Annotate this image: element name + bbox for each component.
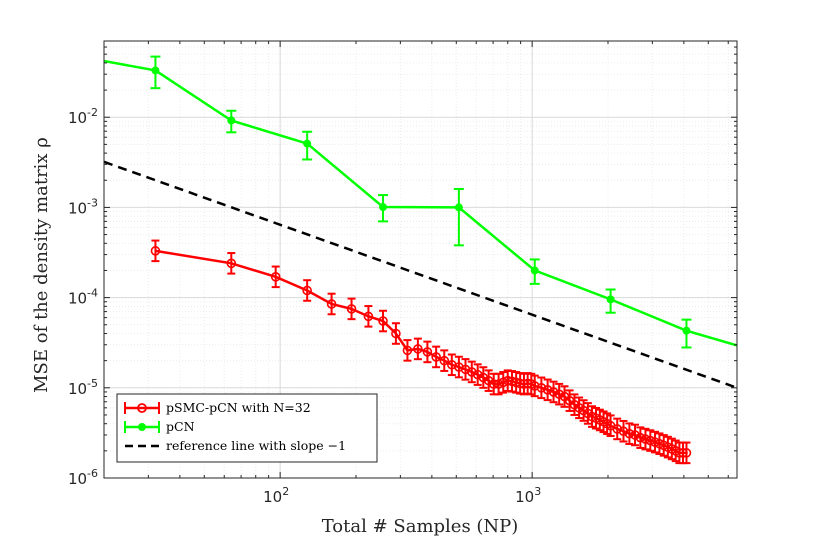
psmc-marker (150, 246, 161, 256)
pcn-line (104, 59, 737, 347)
psmc-point (478, 366, 489, 389)
x-tick-label: 102 (263, 485, 289, 506)
psmc-point (422, 340, 433, 364)
psmc-point (326, 292, 337, 316)
psmc-point (378, 309, 388, 333)
psmc-marker (635, 432, 646, 443)
pcn-marker (303, 139, 312, 148)
psmc-marker (536, 383, 547, 393)
psmc-marker (422, 347, 433, 357)
psmc-point (564, 389, 575, 412)
pcn-point (226, 109, 237, 134)
legend-box (116, 393, 378, 463)
psmc-marker (612, 424, 623, 434)
pcn-marker (454, 203, 463, 212)
pcn-marker (606, 295, 615, 304)
psmc-point (363, 305, 374, 328)
y-axis-label: MSE of the density matrix ρ (31, 137, 52, 393)
psmc-point (413, 337, 423, 361)
psmc-point (150, 239, 161, 263)
legend-entry-pcn: pCN (124, 419, 195, 434)
psmc-point (578, 399, 589, 422)
psmc-marker (460, 364, 471, 375)
series-layer (104, 55, 737, 465)
psmc-marker (472, 369, 483, 380)
psmc-marker (413, 344, 423, 354)
psmc-point (624, 422, 635, 445)
axes-box (103, 40, 738, 479)
psmc-marker (466, 367, 477, 377)
psmc-marker (270, 272, 281, 282)
psmc-marker (226, 258, 237, 269)
psmc-point (630, 423, 640, 447)
psmc-marker (618, 426, 629, 437)
pcn-point (681, 318, 692, 349)
pcn-point (378, 194, 389, 223)
psmc-point (472, 363, 483, 386)
psmc-point (554, 382, 564, 406)
psmc-marker (431, 352, 441, 362)
psmc-point (681, 441, 692, 465)
y-tick-label: 10-5 (68, 377, 98, 398)
psmc-point (402, 339, 413, 362)
legend-label-psmc: pSMC-pCN with N=32 (166, 400, 311, 415)
psmc-marker (378, 316, 388, 326)
psmc-point (635, 426, 646, 449)
psmc-marker (681, 448, 692, 458)
psmc-marker (302, 285, 312, 296)
psmc-marker (346, 304, 357, 314)
psmc-marker (391, 328, 401, 339)
pcn-point (453, 188, 464, 247)
y-tick-label: 10-6 (68, 467, 98, 488)
psmc-point (302, 279, 312, 302)
psmc-point (439, 349, 450, 372)
psmc-point (559, 385, 570, 408)
pcn-marker (530, 266, 539, 275)
psmc-point (466, 360, 477, 384)
psmc-point (612, 417, 623, 441)
psmc-point (618, 419, 629, 443)
y-tick-label: 10-2 (68, 106, 98, 127)
psmc-point (346, 297, 357, 321)
psmc-marker (554, 389, 564, 399)
psmc-point (536, 376, 547, 400)
psmc-marker (439, 355, 450, 366)
psmc-point (431, 345, 441, 369)
legend-label-pcn: pCN (166, 419, 195, 434)
psmc-point (226, 252, 237, 275)
psmc-marker (326, 299, 337, 309)
psmc-point (391, 322, 401, 345)
psmc-marker (630, 430, 640, 440)
pcn-marker (227, 116, 236, 125)
psmc-marker (548, 387, 559, 397)
y-tick-label: 10-3 (68, 196, 98, 217)
pcn-point (605, 288, 616, 314)
legend-label-reference: reference line with slope −1 (166, 438, 346, 453)
psmc-point (529, 374, 540, 398)
psmc-marker (402, 345, 413, 356)
psmc-marker (529, 381, 540, 391)
psmc-point (270, 265, 281, 289)
psmc-point (460, 358, 471, 381)
pcn-point (150, 55, 161, 90)
pcn-point (529, 258, 540, 285)
pcn-marker (682, 326, 691, 335)
pcn-marker (379, 203, 388, 212)
x-axis-label: Total # Samples (NP) (322, 516, 519, 537)
pcn-marker (151, 66, 160, 75)
legend-entry-reference: reference line with slope −1 (125, 438, 346, 453)
psmc-marker (363, 311, 374, 322)
pcn-point (302, 130, 313, 161)
axis-ticks: 102 103 10-2 10-3 10-4 10-5 10-6 (68, 40, 737, 506)
psmc-point (548, 380, 559, 404)
legend: pSMC-pCN with N=32 pCN reference line wi… (116, 393, 378, 463)
legend-entry-psmc: pSMC-pCN with N=32 (124, 400, 311, 415)
psmc-marker (624, 428, 635, 439)
x-tick-label: 103 (515, 485, 541, 506)
psmc-marker (542, 385, 553, 395)
reference-line (104, 160, 737, 389)
psmc-point (542, 378, 553, 402)
y-tick-label: 10-4 (68, 287, 98, 308)
